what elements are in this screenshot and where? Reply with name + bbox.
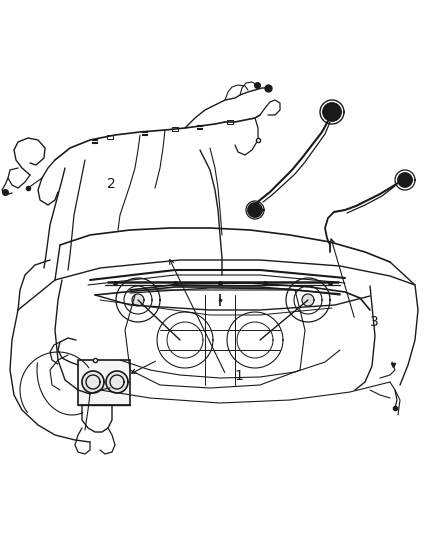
Text: 1: 1 <box>234 369 243 383</box>
Text: 2: 2 <box>107 177 116 191</box>
Polygon shape <box>398 173 412 187</box>
Polygon shape <box>132 294 144 306</box>
Text: 3: 3 <box>370 316 379 329</box>
Polygon shape <box>302 294 314 306</box>
Polygon shape <box>78 360 130 405</box>
Polygon shape <box>248 203 262 217</box>
Polygon shape <box>82 371 104 393</box>
Polygon shape <box>106 371 128 393</box>
Polygon shape <box>323 103 341 121</box>
